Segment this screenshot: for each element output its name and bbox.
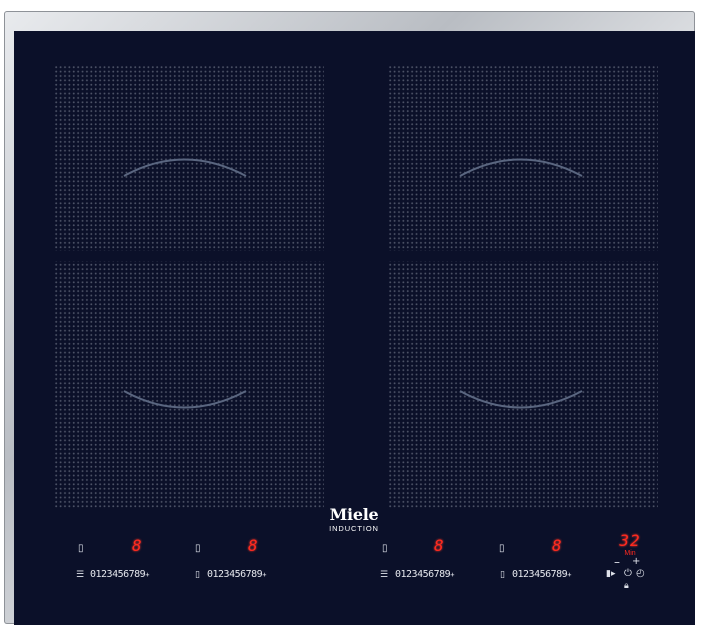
brand-subtitle: INDUCTION — [329, 524, 379, 533]
left-zone-divider — [54, 251, 324, 261]
power-scale[interactable]: 0123456789+ — [512, 569, 571, 580]
power-scale[interactable]: 0123456789+ — [207, 569, 266, 580]
booster-icon[interactable]: ▮▸ — [606, 569, 616, 579]
right-cooking-area — [388, 65, 658, 509]
timer-plus-button[interactable]: + — [632, 556, 641, 567]
flex-zone-icon[interactable]: ▯ — [195, 570, 200, 580]
zone-marker-rear-left — [123, 158, 247, 177]
power-level-display: 8 — [132, 536, 142, 555]
power-scale[interactable]: 0123456789+ — [90, 569, 149, 580]
timer-display: 32 Min — [614, 533, 646, 558]
keep-warm-icon[interactable]: ☰ — [76, 570, 85, 580]
zone-select-icon[interactable]: ▯ — [499, 543, 505, 554]
left-cooking-area — [54, 65, 324, 509]
power-level-display: 8 — [434, 536, 444, 555]
zone-marker-front-right — [459, 390, 583, 409]
right-zone-divider — [388, 251, 658, 261]
zone-markings — [123, 158, 583, 409]
timer-icon[interactable]: ◴ — [636, 568, 645, 579]
zone-marker-front-left — [123, 390, 247, 409]
power-level-display: 8 — [248, 536, 258, 555]
power-scale[interactable]: 0123456789+ — [395, 569, 454, 580]
zone-select-icon[interactable]: ▯ — [382, 543, 388, 554]
keep-warm-icon[interactable]: ☰ — [380, 570, 389, 580]
timer-unit: Min — [624, 550, 636, 557]
flex-zone-icon[interactable]: ▯ — [500, 570, 505, 580]
power-level-display: 8 — [552, 536, 562, 555]
brand-logo: Miele INDUCTION — [314, 505, 394, 534]
brand-name: Miele — [329, 505, 379, 524]
power-icon[interactable]: ⏻ — [624, 568, 632, 579]
lock-icon[interactable]: 🔒︎ — [624, 581, 629, 591]
timer-value: 32 — [619, 531, 641, 550]
zone-marker-rear-right — [459, 158, 583, 177]
zone-select-icon[interactable]: ▯ — [195, 543, 201, 554]
zone-select-icon[interactable]: ▯ — [78, 543, 84, 554]
cooktop-frame: Miele INDUCTION ▯ 8 ☰ 0123456789+ ▯ 8 ▯ … — [4, 11, 695, 625]
timer-minus-button[interactable]: – — [614, 555, 620, 569]
ceramic-glass: Miele INDUCTION ▯ 8 ☰ 0123456789+ ▯ 8 ▯ … — [14, 31, 695, 625]
